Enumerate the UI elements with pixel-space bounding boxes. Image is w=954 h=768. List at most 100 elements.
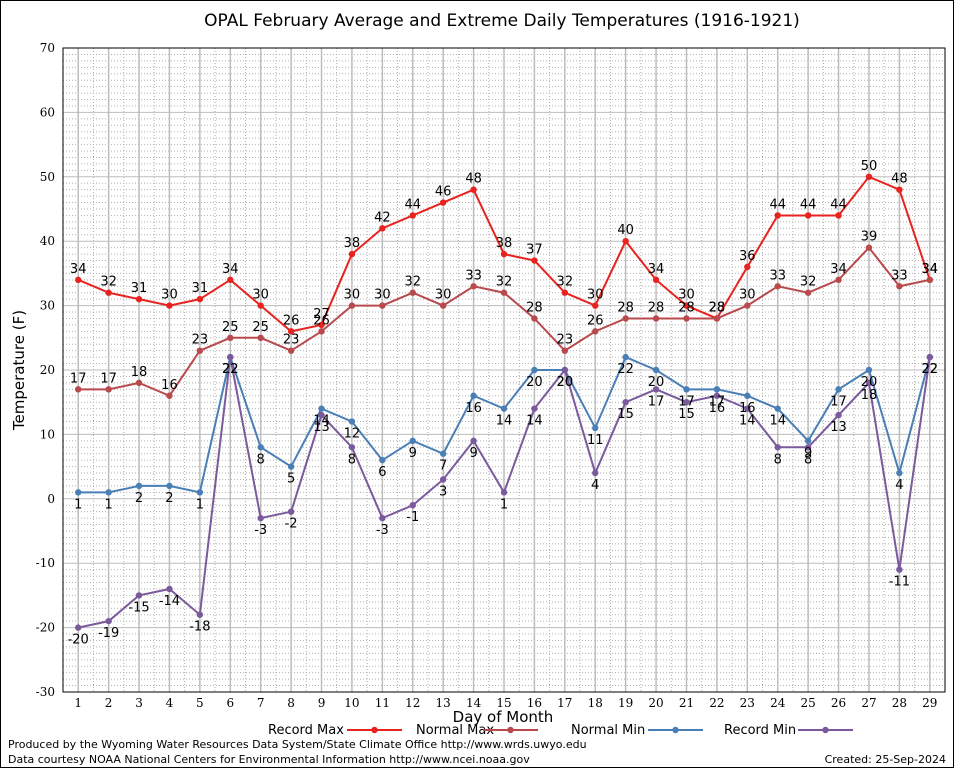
- record-min-point: [804, 444, 812, 451]
- normal-min-point: [470, 392, 477, 399]
- x-tick-label: 5: [196, 696, 204, 710]
- normal-min-point: [713, 386, 721, 393]
- normal-min-data-label: 14: [313, 414, 330, 429]
- normal-max-point: [531, 315, 538, 322]
- record-max-data-label: 27: [313, 307, 330, 322]
- normal-min-data-label: 11: [587, 433, 604, 448]
- x-tick-label: 25: [800, 696, 815, 710]
- record-min-point: [409, 502, 416, 509]
- normal-max-data-label: 33: [465, 268, 482, 283]
- record-min-data-label: 18: [861, 388, 878, 403]
- normal-max-point: [592, 328, 599, 335]
- record-max-data-label: 42: [374, 210, 391, 225]
- normal-min-data-label: 20: [648, 375, 665, 390]
- normal-max-data-label: 39: [861, 230, 878, 245]
- x-tick-label: 18: [588, 696, 603, 710]
- record-min-data-label: 17: [648, 394, 665, 409]
- record-max-point: [683, 302, 690, 309]
- legend-label-normal-min: Normal Min: [571, 723, 645, 738]
- record-max-point: [227, 276, 234, 284]
- record-min-point: [287, 508, 295, 515]
- record-max-point: [804, 212, 812, 219]
- record-min-point: [713, 392, 721, 399]
- grid: [63, 47, 945, 693]
- record-max-data-label: 26: [283, 313, 300, 328]
- record-min-point: [318, 411, 325, 419]
- normal-min-point: [166, 482, 173, 490]
- x-tick-label: 20: [648, 696, 663, 710]
- record-min-data-label: 13: [313, 420, 330, 435]
- legend: Record Max Normal Max Normal Min Record Min: [268, 723, 853, 738]
- record-min-data-label: -1: [406, 510, 419, 525]
- record-min-data-label: 3: [439, 484, 447, 499]
- normal-min-point: [105, 489, 112, 496]
- record-max-data-label: 30: [252, 288, 269, 303]
- record-min-data-label: -3: [376, 523, 389, 538]
- record-min-data-label: -18: [189, 620, 210, 635]
- record-max-point: [348, 250, 356, 258]
- record-min-data-label: 16: [709, 401, 726, 416]
- record-max-data-label: 28: [709, 300, 726, 315]
- record-min-point: [439, 476, 447, 483]
- normal-max-data-label: 30: [435, 288, 452, 303]
- record-max-point: [622, 238, 629, 245]
- record-max-data-label: 30: [161, 288, 178, 303]
- record-max-data-label: 44: [800, 197, 817, 212]
- normal-max-point: [896, 283, 903, 290]
- record-min-point: [196, 611, 204, 618]
- normal-max-data-label: 28: [678, 300, 695, 315]
- normal-min-data-label: 14: [769, 414, 786, 429]
- record-min-data-label: -19: [98, 626, 119, 641]
- normal-max-point: [470, 283, 477, 290]
- record-max-data-label: 32: [100, 275, 117, 290]
- y-tick-label: -30: [36, 685, 55, 699]
- normal-max-point: [257, 334, 264, 341]
- normal-max-data-label: 33: [891, 268, 908, 283]
- normal-min-data-label: 20: [861, 375, 878, 390]
- normal-min-data-label: 22: [617, 362, 634, 377]
- y-tick-label: 40: [40, 234, 55, 248]
- x-tick-label: 19: [618, 696, 633, 710]
- normal-min-data-label: 9: [804, 446, 812, 461]
- normal-min-data-label: 22: [922, 362, 939, 377]
- record-min-point: [592, 469, 599, 477]
- normal-max-data-label: 30: [344, 288, 361, 303]
- normal-max-point: [926, 276, 933, 284]
- normal-max-data-label: 32: [496, 275, 513, 290]
- x-tick-label: 7: [257, 696, 265, 710]
- normal-min-data-label: 1: [196, 497, 204, 512]
- legend-marker-normal-max: [507, 726, 514, 734]
- y-tick-label: 60: [40, 105, 55, 119]
- x-tick-label: 24: [770, 696, 786, 710]
- normal-max-data-label: 16: [161, 378, 178, 393]
- series-lines: [75, 173, 933, 631]
- normal-max-point: [561, 347, 569, 354]
- normal-max-point: [75, 386, 82, 393]
- record-min-point: [500, 489, 508, 496]
- record-max-point: [500, 250, 508, 258]
- record-max-point: [257, 302, 264, 309]
- x-tick-label: 17: [557, 696, 572, 710]
- record-min-data-label: -11: [889, 575, 910, 590]
- record-min-data-label: 14: [739, 414, 756, 429]
- footer-data-courtesy: Data courtesy NOAA National Centers for …: [8, 753, 530, 766]
- normal-max-data-label: 18: [131, 365, 148, 380]
- normal-max-point: [348, 302, 356, 309]
- record-max-point: [774, 212, 781, 219]
- normal-max-data-label: 17: [70, 371, 87, 386]
- record-min-data-label: 1: [500, 497, 508, 512]
- normal-max-data-label: 23: [192, 333, 209, 348]
- record-min-point: [865, 379, 873, 387]
- record-min-data-label: 9: [469, 446, 477, 461]
- record-min-point: [135, 592, 143, 599]
- normal-min-point: [379, 456, 386, 464]
- record-max-data-label: 38: [496, 236, 513, 251]
- x-tick-label: 26: [831, 696, 846, 710]
- normal-min-data-label: 20: [526, 375, 543, 390]
- legend-marker-record-min: [822, 726, 829, 734]
- normal-min-point: [744, 392, 751, 399]
- normal-min-point: [865, 366, 873, 374]
- x-tick-label: 10: [344, 696, 359, 710]
